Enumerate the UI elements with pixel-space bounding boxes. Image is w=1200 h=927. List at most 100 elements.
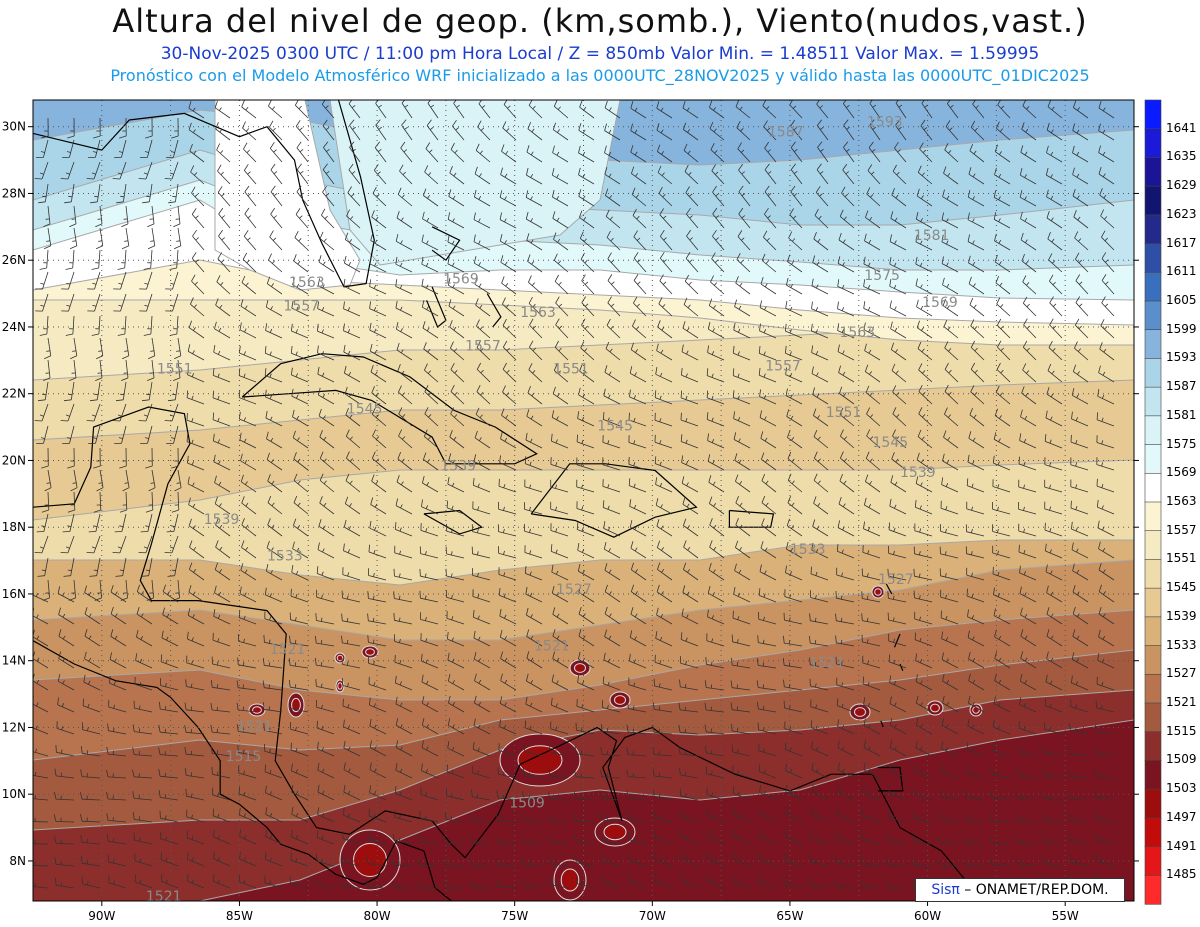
wind-barb-293 [1101,230,1115,251]
wind-barb-352 [447,278,465,295]
wind-barb-190 [605,188,621,207]
wind-barb-207 [1046,189,1063,207]
wind-barb-164 [1019,168,1037,185]
wind-barb-88 [138,161,153,180]
wind-barb-140 [399,164,413,185]
wind-barb-142 [449,166,465,185]
wind-barb-61 [527,121,543,141]
coastline-5 [423,509,484,535]
wind-barb-362 [710,275,725,295]
wind-barb-2 [93,117,101,139]
wind-barb-154 [764,163,777,185]
wind-barb-249 [1046,210,1063,229]
wind-barb-241 [839,209,855,229]
colorbar-swatch-14 [1144,501,1162,532]
colorbar-swatch-18 [1144,616,1162,647]
wind-barb-152 [711,164,725,185]
wind-barb-253 [65,249,75,270]
colorbar-swatch-6 [1144,271,1162,302]
wind-barb-250 [1073,210,1089,229]
wind-barb-312 [500,255,517,273]
coastline-7 [431,226,461,262]
wind-barb-105 [578,145,595,163]
wind-barb-43 [62,139,75,158]
wind-barb-22 [604,100,621,119]
wind-barb-160 [917,165,933,185]
wind-barb-296 [87,271,101,290]
colorbar-label-1587: 1587 [1166,379,1197,394]
wind-barb-185 [474,189,491,207]
wind-barb-257 [169,249,179,270]
wind-barb-47 [166,139,179,158]
wind-barb-45 [114,139,127,158]
wind-barb-58 [452,119,465,141]
wind-barb-212 [95,227,104,250]
wind-barb-327 [889,257,907,273]
wind-barb-0 [41,117,49,139]
wind-barb-228 [499,212,517,229]
wind-barb-341 [165,293,179,312]
colorbar-swatch-3 [1144,185,1162,216]
wind-barb-143 [474,166,491,185]
colorbar-swatch-19 [1144,645,1162,675]
wind-barb-281 [788,231,803,251]
wind-barb-261 [269,230,283,251]
wind-barb-302 [242,252,257,273]
colorbar-label-1605: 1605 [1166,293,1197,307]
wind-barb-56 [401,119,413,141]
wind-barb-233 [632,208,647,229]
wind-barb-52 [295,120,309,141]
colorbar-swatch-16 [1144,559,1162,589]
wind-barb-73 [843,119,855,141]
wind-barb-322 [761,253,777,273]
wind-barb-81 [1046,122,1063,141]
wind-barb-314 [553,253,569,273]
low-cell-core-4 [614,695,626,705]
wind-barb-360 [659,274,673,295]
wind-barb-197 [790,185,803,207]
wind-barb-109 [683,143,699,163]
wind-barb-295 [61,271,75,290]
colorbar-swatch-11 [1144,415,1162,446]
map-title: Altura del nivel de geop. (km,somb.), Vi… [112,2,1088,40]
wind-barb-361 [684,274,699,295]
wind-barb-26 [709,100,725,119]
wind-barb-23 [630,101,647,119]
wind-barb-101 [475,143,491,163]
wind-barb-168 [43,205,51,228]
wind-barb-79 [995,121,1011,141]
map-subtitle: 30-Nov-2025 0300 UTC / 11:00 pm Hora Loc… [160,44,1040,64]
wind-barb-333 [1048,253,1063,273]
low-cell-core-10 [336,654,344,662]
wind-barb-272 [553,232,569,251]
wind-barb-350 [395,279,413,295]
colorbar-swatch-9 [1144,358,1162,388]
wind-barb-263 [319,231,335,251]
wind-barb-77 [945,120,959,141]
wind-barb-9 [268,100,283,119]
wind-barb-216 [191,208,205,229]
wind-barb-95 [323,141,335,163]
wind-barb-71 [790,119,803,141]
low-cell-core-6 [930,703,940,713]
colorbar-label-1617: 1617 [1166,235,1197,250]
wind-barb-78 [970,120,985,141]
wind-barb-181 [372,186,387,207]
wind-barb-277 [686,229,699,251]
wind-barb-192 [658,186,673,207]
wind-barb-63 [578,123,595,141]
coastline-13 [880,720,885,728]
wind-barb-191 [631,187,647,207]
wind-barb-210 [43,227,52,250]
wind-barb-40 [1073,100,1089,119]
wind-barb-194 [712,185,725,207]
wind-barb-62 [552,122,569,141]
wind-barb-171 [121,205,129,228]
wind-barb-227 [473,212,491,229]
wind-barb-275 [633,230,647,251]
colorbar-label-1629: 1629 [1166,178,1197,193]
wind-barb-75 [895,119,907,141]
wind-barb-99 [425,142,439,163]
wind-barb-21 [579,100,595,119]
wind-barb-94 [296,141,309,163]
